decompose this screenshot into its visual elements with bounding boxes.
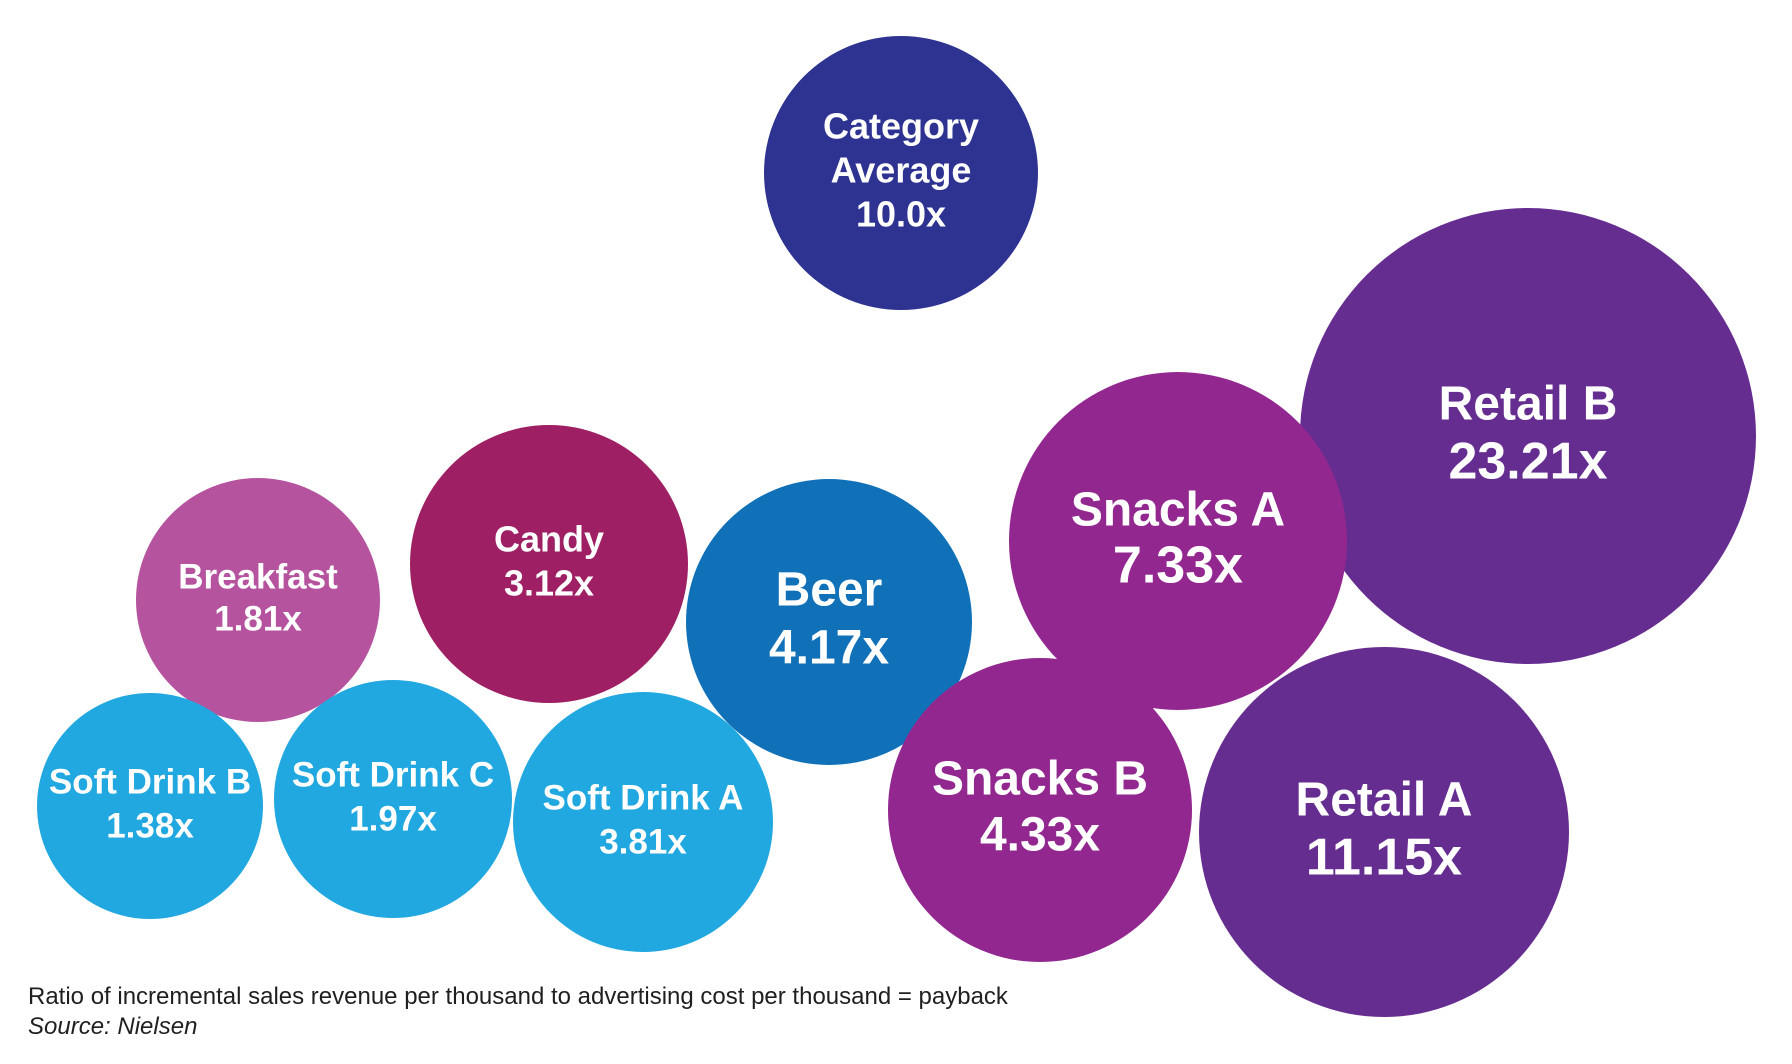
bubble-retail-a: Retail A11.15x (1199, 647, 1569, 1017)
bubble-soft-drink-a: Soft Drink A 3.81x (513, 692, 773, 952)
bubble-circle-beer (686, 479, 972, 765)
bubble-label-beer: Beer (776, 564, 883, 617)
bubble-circle-retail-a (1199, 647, 1569, 1017)
bubble-value-soft-drink-c: 1.97x (349, 799, 437, 838)
bubble-label-soft-drink-a: Soft Drink A (543, 778, 744, 817)
bubble-circle-snacks-a (1009, 372, 1347, 710)
bubble-label-snacks-b: Snacks B (932, 753, 1148, 806)
bubble-circle-soft-drink-c (274, 680, 512, 918)
bubble-value-snacks-b: 4.33x (980, 809, 1100, 862)
bubble-value-candy: 3.12x (504, 563, 594, 604)
bubble-value-retail-a: 11.15x (1306, 829, 1462, 887)
bubble-circle-retail-b (1300, 208, 1756, 664)
bubble-value-breakfast: 1.81x (214, 599, 302, 638)
bubble-label-retail-a: Retail A (1296, 774, 1473, 827)
bubble-label-snacks-a: Snacks A (1071, 484, 1285, 537)
bubble-soft-drink-b: Soft Drink B 1.38x (37, 693, 263, 919)
chart-note: Ratio of incremental sales revenue per t… (28, 983, 1008, 1010)
bubble-label-category-average: Average (831, 150, 972, 191)
bubble-label-soft-drink-c: Soft Drink C (292, 755, 494, 794)
chart-footer: Ratio of incremental sales revenue per t… (28, 982, 1228, 1042)
chart-source: Source: Nielsen (28, 1013, 198, 1040)
bubble-snacks-a: Snacks A7.33x (1009, 372, 1347, 710)
bubble-label-candy: Candy (494, 519, 604, 560)
bubble-label-category-average: Category (823, 106, 979, 147)
bubble-circle-category-average (764, 36, 1038, 310)
bubble-circle-soft-drink-a (513, 692, 773, 952)
bubble-circle-snacks-b (888, 658, 1192, 962)
bubble-snacks-b: Snacks B4.33x (888, 658, 1192, 962)
bubble-value-soft-drink-b: 1.38x (106, 806, 194, 845)
bubble-retail-b: Retail B23.21x (1300, 208, 1756, 664)
bubble-soft-drink-c: Soft Drink C 1.97x (274, 680, 512, 918)
bubble-label-breakfast: Breakfast (178, 557, 338, 596)
bubble-value-beer: 4.17x (769, 622, 889, 675)
bubble-circle-breakfast (136, 478, 380, 722)
bubble-circle-candy (410, 425, 688, 703)
bubble-value-category-average: 10.0x (856, 194, 946, 235)
bubble-label-soft-drink-b: Soft Drink B (49, 762, 251, 801)
bubble-value-soft-drink-a: 3.81x (599, 822, 687, 861)
bubble-value-snacks-a: 7.33x (1113, 537, 1243, 595)
bubble-circle-soft-drink-b (37, 693, 263, 919)
bubble-label-retail-b: Retail B (1439, 378, 1618, 431)
bubble-value-retail-b: 23.21x (1448, 433, 1607, 491)
